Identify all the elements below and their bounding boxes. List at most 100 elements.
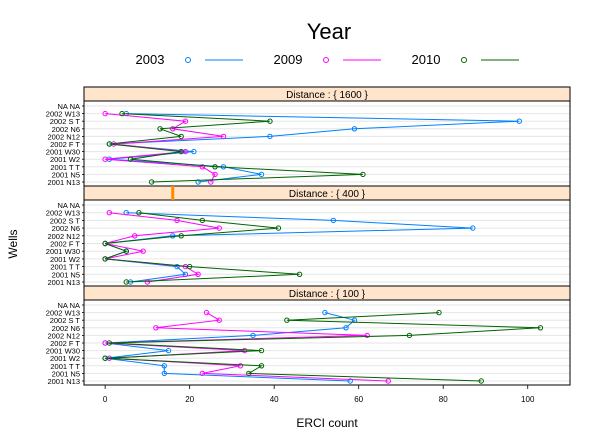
x-tick-label: 40 — [270, 395, 279, 404]
data-point — [178, 133, 184, 140]
well-label: 2001 W30 — [46, 247, 80, 256]
series-line — [105, 312, 541, 382]
data-point — [170, 126, 176, 132]
well-label: 2002 N6 — [52, 224, 80, 233]
well-label: 2001 T T — [50, 163, 80, 172]
well-label: 2001 W2 — [50, 255, 80, 264]
data-point — [106, 340, 113, 346]
well-label: 2001 N5 — [52, 170, 80, 179]
well-label: 2001 W2 — [50, 354, 80, 363]
data-point — [436, 309, 442, 316]
data-point — [267, 118, 273, 124]
well-label: 2002 W13 — [46, 209, 80, 218]
data-point — [136, 210, 142, 216]
strip-label: Distance : { 1600 } — [286, 90, 368, 101]
data-point — [186, 263, 193, 270]
series-line — [104, 212, 220, 283]
well-label: 2001 T T — [50, 362, 80, 371]
well-label: 2002 S T — [50, 117, 81, 126]
data-point — [106, 141, 113, 147]
series-line — [105, 113, 224, 183]
well-label: 2002 N12 — [47, 232, 80, 241]
data-point — [199, 370, 206, 377]
series-2010 — [102, 309, 544, 384]
well-label: 2002 F T — [50, 339, 80, 348]
data-point — [250, 332, 256, 339]
data-point — [161, 363, 167, 369]
panel-frame — [83, 299, 571, 386]
data-point — [216, 225, 222, 231]
data-point — [195, 271, 201, 277]
chart-title: Year — [307, 19, 351, 44]
well-label: 2002 F T — [50, 140, 80, 149]
data-point — [144, 279, 151, 285]
data-point — [364, 332, 370, 339]
data-point — [478, 378, 484, 384]
data-point — [199, 164, 206, 170]
legend-item-2009: 2009 — [274, 52, 381, 67]
x-tick-label: 0 — [103, 395, 108, 404]
data-point — [237, 363, 244, 369]
data-point — [406, 332, 413, 339]
data-point — [119, 110, 125, 117]
data-point — [296, 271, 303, 277]
data-point — [199, 217, 206, 224]
data-point — [182, 118, 189, 124]
legend-marker — [461, 57, 467, 63]
data-point — [153, 325, 159, 331]
legend-label: 2009 — [274, 52, 303, 67]
well-label: 2002 W13 — [46, 309, 80, 318]
data-point — [102, 240, 108, 247]
well-label: 2001 T T — [50, 263, 80, 272]
x-axis: 0 20 40 60 80 100 — [103, 385, 535, 404]
data-point — [212, 164, 218, 170]
data-point — [216, 317, 222, 323]
data-point — [161, 370, 167, 377]
data-point — [148, 179, 155, 185]
series-line — [105, 312, 389, 382]
well-label: 2001 N13 — [47, 278, 80, 287]
strip-marker — [171, 186, 175, 200]
x-tick-label: 100 — [521, 395, 535, 404]
legend-marker — [323, 57, 329, 63]
well-label: 2001 N5 — [52, 270, 80, 279]
well-label: 2001 N13 — [47, 178, 80, 187]
x-tick-label: 60 — [354, 395, 363, 404]
series-line — [104, 212, 300, 283]
data-point — [170, 233, 176, 239]
data-point — [174, 217, 180, 224]
data-point — [516, 118, 522, 124]
legend-item-2010: 2010 — [412, 52, 519, 67]
well-label: 2002 F T — [50, 240, 80, 249]
well-label: 2002 N12 — [47, 331, 80, 340]
legend-item-2003: 2003 — [136, 52, 243, 67]
data-point — [102, 256, 108, 262]
legend-label: 2010 — [412, 52, 441, 67]
data-point — [203, 309, 210, 316]
strip-label: Distance : { 400 } — [289, 189, 366, 200]
data-point — [102, 355, 108, 361]
well-label: 2001 W30 — [46, 148, 80, 157]
data-point — [241, 347, 248, 354]
data-point — [178, 233, 184, 239]
data-point — [140, 248, 146, 254]
data-point — [246, 370, 252, 377]
data-point — [212, 171, 218, 178]
well-label: 2002 N12 — [47, 132, 80, 141]
well-label: 2001 W2 — [50, 155, 80, 164]
series-2009 — [102, 110, 227, 185]
well-label: 2002 N6 — [52, 125, 80, 134]
data-point — [284, 317, 290, 323]
y-axis-title: Wells — [6, 229, 20, 258]
series-2010 — [102, 210, 303, 285]
series-line — [109, 113, 363, 183]
x-axis-title: ERCI count — [296, 416, 358, 430]
well-label: 2002 S T — [50, 316, 81, 325]
data-point — [102, 156, 108, 162]
data-point — [174, 263, 180, 270]
